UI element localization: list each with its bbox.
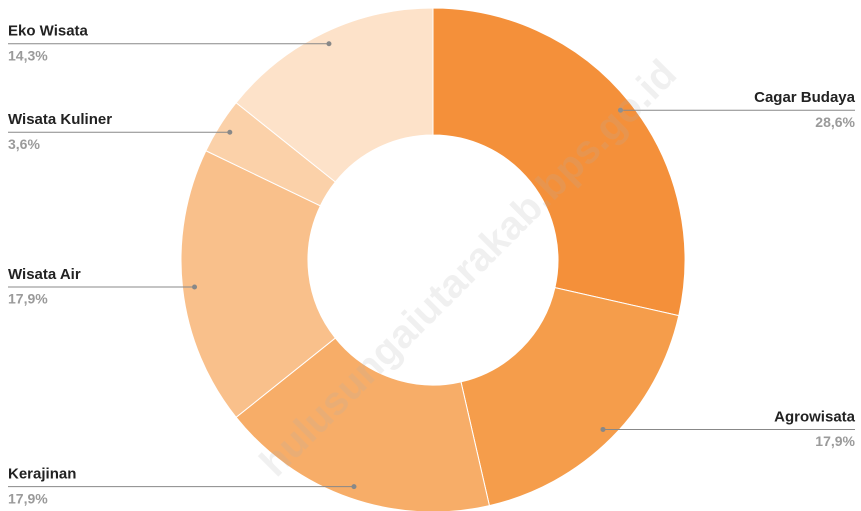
slice bbox=[180, 150, 337, 418]
slice-value: 17,9% bbox=[815, 433, 855, 449]
leader-dot bbox=[227, 129, 233, 135]
slice-label: Kerajinan bbox=[8, 466, 76, 483]
slice bbox=[235, 7, 434, 183]
leader-dot bbox=[618, 107, 624, 113]
slice-value: 17,9% bbox=[8, 490, 48, 506]
slice-label: Eko Wisata bbox=[8, 23, 89, 40]
leader-dot bbox=[351, 484, 357, 490]
slice-label: Cagar Budaya bbox=[754, 89, 856, 106]
slice-label: Wisata Kuliner bbox=[8, 111, 112, 128]
slices bbox=[180, 7, 686, 511]
slice-label: Wisata Air bbox=[8, 266, 81, 283]
slice-label: Agrowisata bbox=[774, 408, 856, 425]
slice-value: 3,6% bbox=[8, 136, 40, 152]
slice-value: 14,3% bbox=[8, 47, 48, 63]
leader-dot bbox=[192, 284, 198, 290]
leader-dot bbox=[600, 426, 606, 432]
slice bbox=[460, 286, 680, 507]
labels: Cagar Budaya 28,6% Agrowisata 17,9% Kerajina… bbox=[8, 23, 856, 506]
slice-value: 28,6% bbox=[815, 114, 855, 130]
leader-dot bbox=[326, 41, 332, 47]
slice bbox=[432, 7, 686, 317]
slice-value: 17,9% bbox=[8, 291, 48, 307]
